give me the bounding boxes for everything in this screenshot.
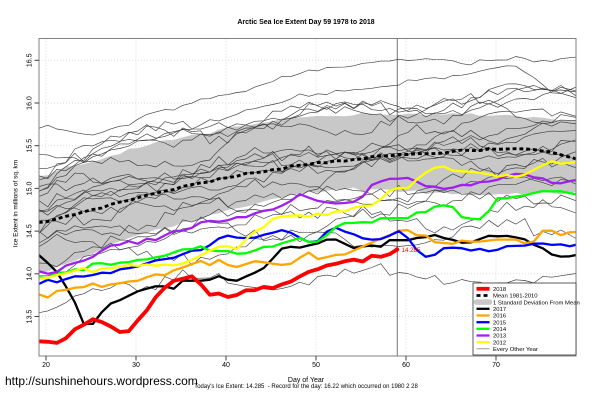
svg-text:30: 30 [132, 362, 140, 369]
svg-text:15.0: 15.0 [27, 181, 34, 195]
svg-text:14.5: 14.5 [27, 224, 34, 238]
svg-text:60: 60 [402, 362, 410, 369]
svg-text:16.0: 16.0 [27, 96, 34, 110]
svg-text:14.0: 14.0 [27, 267, 34, 281]
svg-text:Every Other Year: Every Other Year [493, 347, 538, 353]
svg-text:2018: 2018 [493, 287, 507, 293]
svg-text:2017: 2017 [493, 307, 506, 313]
svg-text:13.5: 13.5 [27, 310, 34, 324]
svg-text:2013: 2013 [493, 334, 507, 340]
svg-text:Mean 1981-2010: Mean 1981-2010 [493, 294, 538, 300]
svg-text:1 Standard Deviation From Mean: 1 Standard Deviation From Mean [493, 300, 580, 306]
svg-text:2015: 2015 [493, 320, 507, 326]
svg-text:14.285: 14.285 [402, 247, 421, 254]
svg-text:http://sunshinehours.wordpress: http://sunshinehours.wordpress.com [5, 374, 198, 388]
svg-text:2016: 2016 [493, 314, 507, 320]
svg-text:Ice Extent in millions of sq.: Ice Extent in millions of sq. km [13, 160, 20, 247]
svg-text:Day of Year: Day of Year [288, 377, 325, 384]
svg-text:50: 50 [312, 362, 320, 369]
svg-text:70: 70 [492, 362, 500, 369]
svg-text:16.5: 16.5 [27, 53, 34, 67]
svg-text:20: 20 [42, 362, 50, 369]
svg-text:15.5: 15.5 [27, 139, 34, 153]
svg-text:Arctic Sea Ice Extent Day 59 1: Arctic Sea Ice Extent Day 59 1978 to 201… [237, 19, 374, 26]
svg-text:2014: 2014 [493, 327, 507, 333]
svg-text:40: 40 [222, 362, 230, 369]
svg-text:2012: 2012 [493, 340, 506, 346]
svg-text:Today's Ice Extent: 14.285 -: Today's Ice Extent: 14.285 - Record for … [194, 384, 418, 390]
